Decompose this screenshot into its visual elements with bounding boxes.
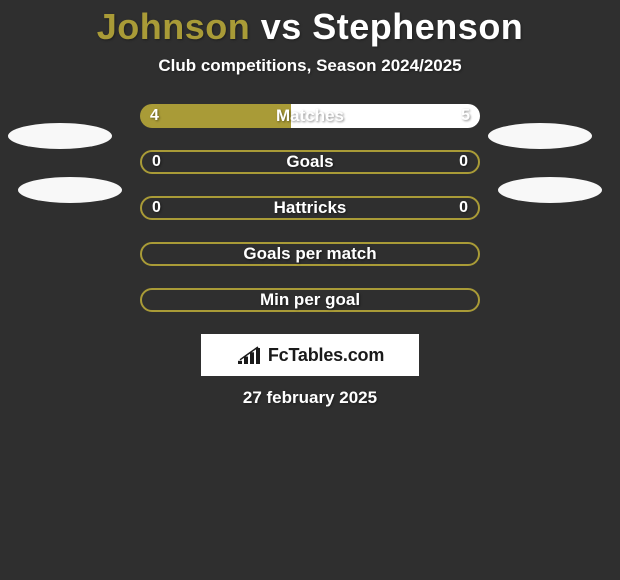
title-player-a: Johnson bbox=[97, 6, 251, 47]
chart-icon bbox=[236, 345, 262, 365]
title-vs: vs bbox=[261, 6, 302, 47]
stat-label: Matches bbox=[276, 106, 344, 126]
page-title: Johnson vs Stephenson bbox=[0, 0, 620, 48]
stat-row: Matches 4 5 bbox=[140, 104, 480, 128]
stat-value-left: 0 bbox=[152, 199, 161, 217]
stat-label: Goals per match bbox=[243, 244, 376, 264]
subtitle: Club competitions, Season 2024/2025 bbox=[0, 56, 620, 76]
logo: FcTables.com bbox=[236, 345, 384, 366]
player-b-marker bbox=[488, 123, 592, 149]
comparison-infographic: Johnson vs Stephenson Club competitions,… bbox=[0, 0, 620, 580]
stat-value-left: 0 bbox=[152, 153, 161, 171]
stat-value-right: 5 bbox=[461, 107, 470, 125]
stat-fill-left bbox=[140, 104, 291, 128]
date: 27 february 2025 bbox=[0, 388, 620, 408]
stat-label: Min per goal bbox=[260, 290, 360, 310]
player-a-marker bbox=[18, 177, 122, 203]
stat-value-right: 0 bbox=[459, 153, 468, 171]
stat-row: Goals per match bbox=[140, 242, 480, 266]
stat-value-left: 4 bbox=[150, 107, 159, 125]
logo-text: FcTables.com bbox=[268, 345, 384, 366]
stat-value-right: 0 bbox=[459, 199, 468, 217]
stat-label: Goals bbox=[286, 152, 333, 172]
stat-row: Min per goal bbox=[140, 288, 480, 312]
stat-row: Goals 0 0 bbox=[140, 150, 480, 174]
player-b-marker bbox=[498, 177, 602, 203]
stat-label: Hattricks bbox=[274, 198, 347, 218]
stat-row: Hattricks 0 0 bbox=[140, 196, 480, 220]
logo-box: FcTables.com bbox=[201, 334, 419, 376]
title-player-b: Stephenson bbox=[312, 6, 523, 47]
player-a-marker bbox=[8, 123, 112, 149]
